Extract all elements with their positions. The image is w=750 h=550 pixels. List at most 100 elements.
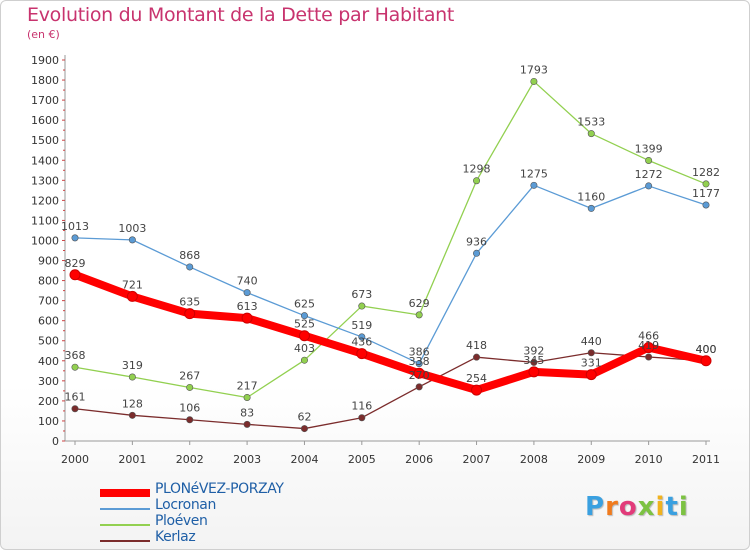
legend-swatch-locronan [100,508,150,510]
data-label: 868 [179,249,200,262]
data-label: 1177 [692,187,720,200]
y-tick-label: 1500 [31,134,59,147]
data-point [643,342,655,354]
y-tick-label: 600 [38,315,59,328]
legend-swatch-plonevez [100,489,150,497]
data-point [128,236,136,244]
data-point [243,393,251,401]
data-label: 254 [466,372,487,385]
data-point [473,177,481,185]
data-point [415,311,423,319]
data-point [241,312,253,324]
data-label: 613 [237,300,258,313]
data-point [300,312,308,320]
data-point [471,384,483,396]
data-point [702,180,710,188]
logo-letter: P [585,492,606,522]
data-point [530,77,538,85]
data-label: 466 [638,330,659,343]
data-label: 418 [466,339,487,352]
data-point [528,366,540,378]
y-tick-label: 1800 [31,74,59,87]
x-tick-label: 2000 [61,453,89,466]
data-label: 400 [696,343,717,356]
data-point [645,156,653,164]
y-tick-label: 1700 [31,94,59,107]
y-tick-label: 100 [38,415,59,428]
data-point [126,290,138,302]
data-point [128,411,136,419]
data-point [186,416,194,424]
x-tick-label: 2007 [463,453,491,466]
data-label: 392 [523,344,544,357]
data-point [530,358,538,366]
data-label: 83 [240,406,254,419]
data-point [358,333,366,341]
y-tick-label: 1100 [31,214,59,227]
data-point [243,420,251,428]
data-label: 400 [696,343,717,356]
data-point [300,425,308,433]
data-point [587,130,595,138]
data-point [413,367,425,379]
data-point [300,356,308,364]
y-tick-label: 1000 [31,234,59,247]
x-tick-label: 2010 [635,453,663,466]
data-label: 1533 [577,116,605,129]
data-label: 419 [638,339,659,352]
chart-subtitle: (en €) [27,28,60,41]
legend-label-plonevez: PLONéVEZ-PORZAY [155,481,284,497]
data-label: 386 [409,346,430,359]
x-tick-label: 2005 [348,453,376,466]
data-label: 106 [179,402,200,415]
data-label: 1282 [692,166,720,179]
data-point [71,234,79,242]
data-label: 1298 [463,163,491,176]
logo-letter: i [655,492,666,522]
data-point [356,348,368,360]
logo-letter: o [618,492,638,522]
x-tick-label: 2002 [176,453,204,466]
logo-letter: t [665,492,679,522]
x-tick-label: 2006 [405,453,433,466]
logo-letter: x [637,492,656,522]
data-point [186,383,194,391]
data-point [585,369,597,381]
data-label: 1275 [520,167,548,180]
data-label: 740 [237,275,258,288]
y-tick-label: 1300 [31,174,59,187]
data-point [587,349,595,357]
series-line-1 [74,184,707,365]
logo-letter: i [678,492,689,522]
data-label: 1160 [577,190,605,203]
data-label: 721 [122,278,143,291]
data-label: 161 [65,391,86,404]
legend-label-ploeven: Ploéven [155,513,208,529]
x-tick-label: 2009 [577,453,605,466]
data-label: 1399 [635,142,663,155]
data-label: 1003 [118,222,146,235]
legend-label-locronan: Locronan [155,497,216,513]
series-line-2 [74,80,707,399]
x-tick-label: 2001 [118,453,146,466]
x-tick-label: 2008 [520,453,548,466]
data-label: 368 [65,349,86,362]
series-line-3 [74,352,707,430]
data-label: 128 [122,397,143,410]
data-label: 673 [351,288,372,301]
data-point [702,201,710,209]
data-point [415,383,423,391]
data-point [69,269,81,281]
x-tick-label: 2004 [290,453,318,466]
legend-swatch-ploeven [100,524,150,526]
y-tick-label: 1200 [31,194,59,207]
data-label: 217 [237,379,258,392]
y-tick-label: 300 [38,375,59,388]
y-tick-label: 900 [38,255,59,268]
y-tick-label: 1400 [31,154,59,167]
data-label: 267 [179,369,200,382]
data-label: 270 [409,369,430,382]
data-label: 1793 [520,63,548,76]
data-label: 519 [351,319,372,332]
